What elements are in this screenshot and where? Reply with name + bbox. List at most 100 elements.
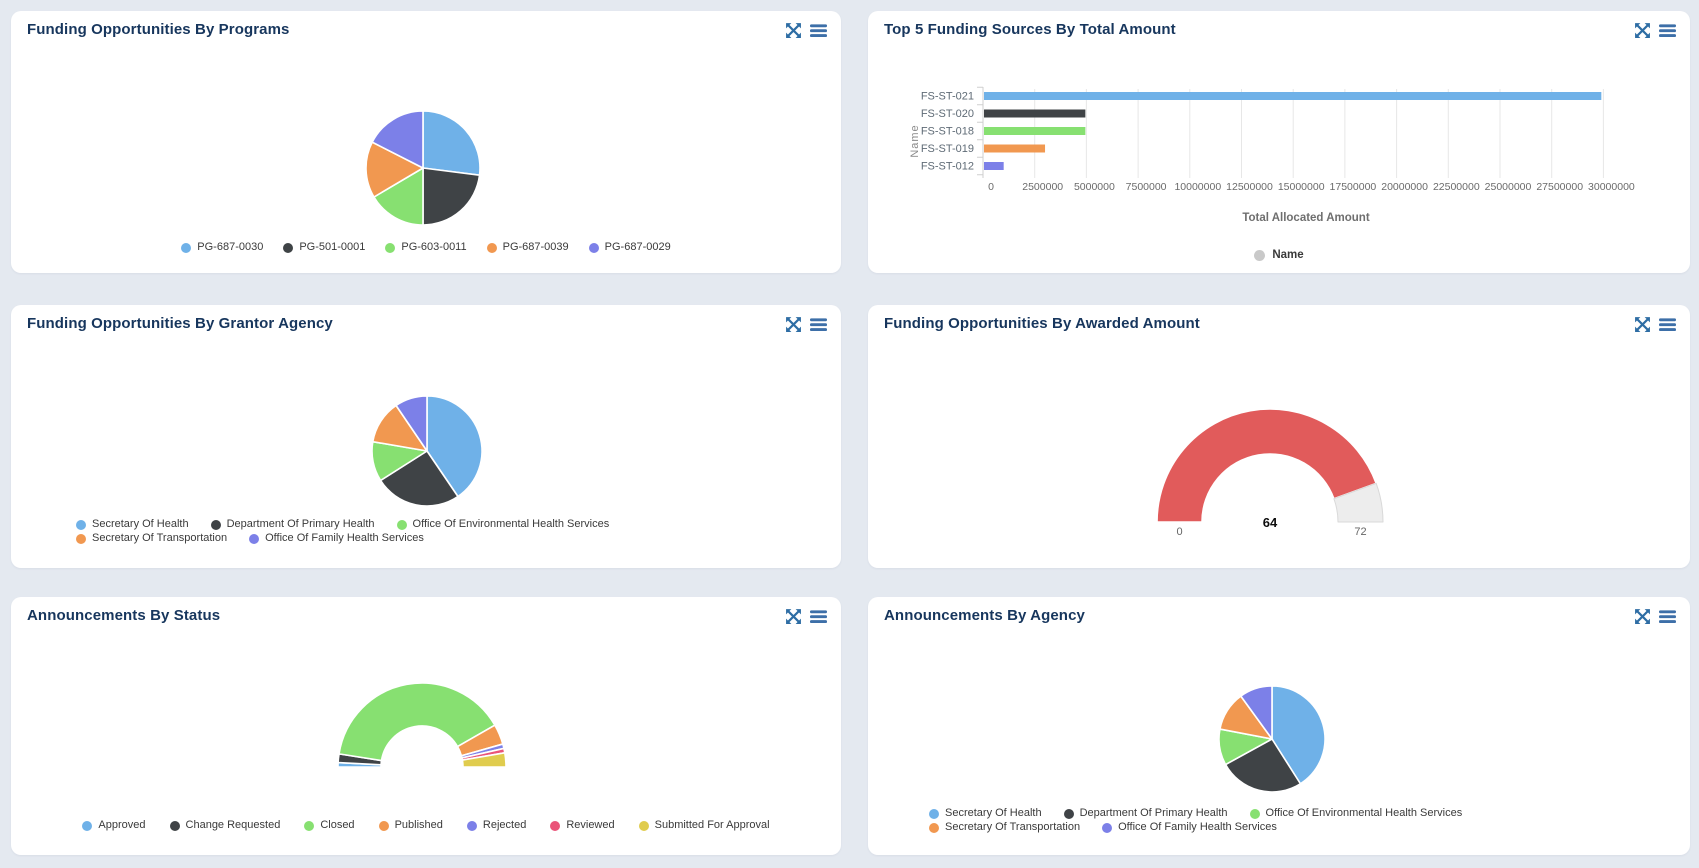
panel-title: Funding Opportunities By Grantor Agency	[27, 315, 333, 332]
half-donut-chart-status	[332, 675, 512, 778]
pie-chart-programs	[361, 106, 485, 235]
svg-text:0: 0	[1176, 526, 1182, 538]
legend-label: PG-687-0029	[604, 241, 671, 253]
panel-header: Funding Opportunities By Awarded Amount	[868, 305, 1690, 343]
svg-text:Total Allocated Amount: Total Allocated Amount	[1242, 212, 1370, 224]
bar-chart-svg: FS-ST-021 FS-ST-020 FS-ST-018 FS-ST-019 FS-S…	[909, 86, 1635, 224]
legend-item[interactable]: Reviewed	[550, 819, 615, 832]
svg-text:72: 72	[1354, 526, 1366, 538]
expand-arrows-icon[interactable]	[1634, 608, 1651, 625]
legend-label: Approved	[98, 819, 146, 831]
legend-label: PG-687-0039	[502, 241, 569, 253]
legend-item[interactable]: PG-687-0029	[588, 241, 671, 254]
chart-legend: Secretary Of Health Department Of Primary…	[76, 518, 776, 545]
svg-text:FS-ST-020: FS-ST-020	[921, 108, 974, 120]
pie-chart-grantor-agency	[367, 391, 487, 516]
legend-dot	[76, 519, 86, 530]
chart-legend: Approved Change Requested Closed Published R…	[11, 819, 841, 832]
half-donut-svg	[337, 682, 507, 768]
svg-text:15000000: 15000000	[1278, 181, 1325, 193]
legend-dot	[396, 519, 407, 530]
legend-label: Secretary Of Transportation	[945, 821, 1081, 833]
panel-title: Funding Opportunities By Awarded Amount	[884, 315, 1200, 332]
expand-arrows-icon[interactable]	[785, 22, 802, 39]
legend-label: Secretary Of Transportation	[92, 532, 228, 544]
panel-actions	[1634, 22, 1676, 39]
legend-item[interactable]: Rejected	[466, 819, 526, 832]
legend-item[interactable]: Office Of Family Health Services	[249, 532, 424, 545]
svg-text:20000000: 20000000	[1381, 181, 1428, 193]
gauge-chart-awarded-amount: 0 72 64	[1151, 401, 1389, 545]
legend-item[interactable]: Secretary Of Health	[76, 518, 189, 531]
legend-item[interactable]: Closed	[304, 819, 355, 832]
legend-item[interactable]: Published	[378, 819, 443, 832]
legend-label: Department Of Primary Health	[226, 518, 375, 530]
legend-dot	[210, 519, 221, 530]
panel-actions	[785, 316, 827, 333]
legend-dot	[486, 242, 497, 253]
menu-icon[interactable]	[810, 22, 827, 39]
panel-announcements-by-agency: Announcements By Agency Secretary Of Hea…	[868, 597, 1690, 855]
legend-label: PG-687-0030	[197, 241, 264, 253]
panel-title: Top 5 Funding Sources By Total Amount	[884, 21, 1176, 38]
legend-item[interactable]: Department Of Primary Health	[210, 518, 375, 531]
svg-text:27500000: 27500000	[1536, 181, 1583, 193]
legend-item[interactable]: PG-501-0001	[283, 241, 365, 254]
legend-dot	[181, 242, 192, 253]
legend-dot	[929, 808, 939, 819]
legend-label: Secretary Of Health	[945, 807, 1042, 819]
legend-item[interactable]: Office Of Environmental Health Services	[1249, 807, 1462, 820]
legend-item[interactable]: Secretary Of Health	[929, 807, 1042, 820]
panel-header: Funding Opportunities By Grantor Agency	[11, 305, 841, 343]
legend-item[interactable]: Office Of Family Health Services	[1102, 821, 1277, 834]
svg-text:30000000: 30000000	[1588, 181, 1635, 193]
legend-item[interactable]: Office Of Environmental Health Services	[396, 518, 609, 531]
legend-item[interactable]: Secretary Of Transportation	[929, 821, 1080, 834]
legend-item[interactable]: Submitted For Approval	[638, 819, 770, 832]
legend-dot	[1102, 822, 1113, 833]
svg-text:5000000: 5000000	[1074, 181, 1115, 193]
menu-icon[interactable]	[1659, 22, 1676, 39]
svg-text:25000000: 25000000	[1485, 181, 1532, 193]
menu-icon[interactable]	[810, 316, 827, 333]
panel-actions	[1634, 316, 1676, 333]
legend-item[interactable]: PG-687-0039	[486, 241, 569, 254]
legend-item[interactable]: Department Of Primary Health	[1063, 807, 1228, 820]
panel-title: Announcements By Agency	[884, 607, 1085, 624]
expand-arrows-icon[interactable]	[1634, 316, 1651, 333]
series-legend-label: Name	[1272, 249, 1304, 261]
legend-dot	[169, 820, 180, 831]
expand-arrows-icon[interactable]	[1634, 22, 1651, 39]
panel-announcements-by-status: Announcements By Status Approved Change R…	[11, 597, 841, 855]
legend-item[interactable]: Change Requested	[169, 819, 280, 832]
legend-label: PG-603-0011	[401, 241, 467, 253]
legend-item[interactable]: PG-687-0030	[181, 241, 263, 254]
panel-actions	[785, 608, 827, 625]
svg-text:12500000: 12500000	[1226, 181, 1273, 193]
pie-svg	[365, 110, 481, 226]
series-legend-name[interactable]: Name	[868, 249, 1690, 261]
svg-text:Name: Name	[909, 124, 921, 157]
legend-dot	[82, 820, 93, 831]
menu-icon[interactable]	[1659, 316, 1676, 333]
panel-actions	[1634, 608, 1676, 625]
legend-item[interactable]: PG-603-0011	[385, 241, 467, 254]
panel-header: Announcements By Status	[11, 597, 841, 635]
svg-text:FS-ST-012: FS-ST-012	[921, 161, 974, 173]
panel-title: Funding Opportunities By Programs	[27, 21, 290, 38]
legend-dot	[304, 820, 315, 831]
pie-chart-announcements-agency	[1214, 681, 1330, 802]
expand-arrows-icon[interactable]	[785, 316, 802, 333]
expand-arrows-icon[interactable]	[785, 608, 802, 625]
legend-item[interactable]: Secretary Of Transportation	[76, 532, 227, 545]
legend-dot	[76, 533, 86, 544]
svg-text:FS-ST-021: FS-ST-021	[921, 91, 974, 103]
legend-item[interactable]: Approved	[82, 819, 146, 832]
menu-icon[interactable]	[1659, 608, 1676, 625]
svg-text:22500000: 22500000	[1433, 181, 1480, 193]
legend-dot	[1254, 249, 1266, 261]
legend-label: Secretary Of Health	[92, 518, 189, 530]
menu-icon[interactable]	[810, 608, 827, 625]
chart-legend: PG-687-0030 PG-501-0001 PG-603-0011 PG-687-…	[11, 241, 841, 254]
